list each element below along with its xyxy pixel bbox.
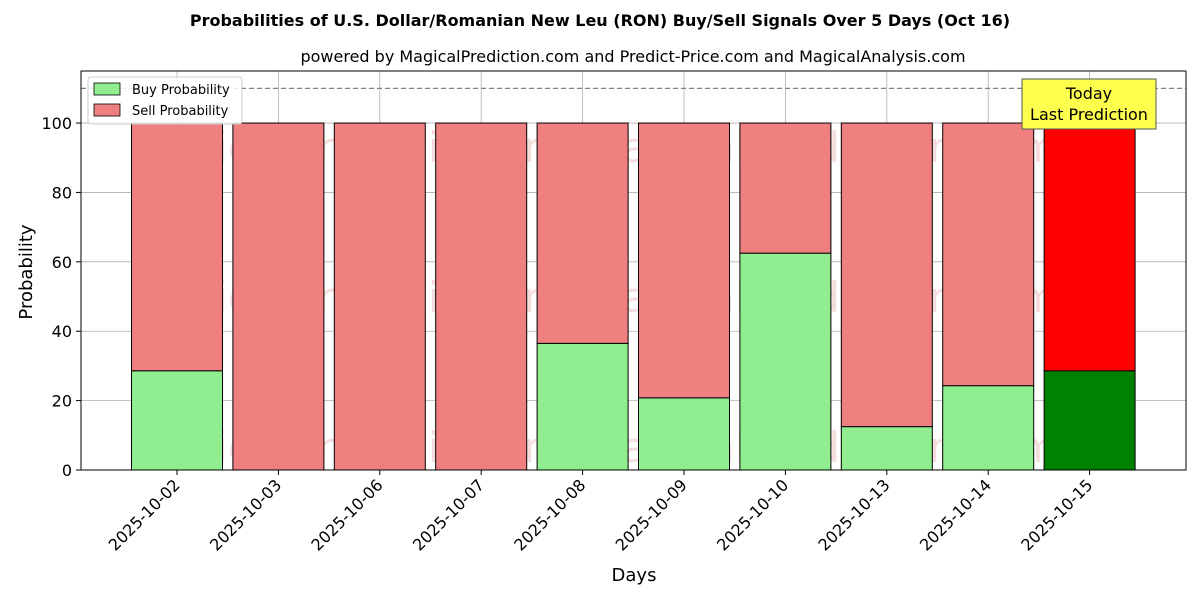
legend-box [87,76,243,125]
y-axis-ticks: 0 20 40 60 80 100 [41,114,81,480]
x-tick-label: 2025-10-13 [814,475,893,554]
y-axis-label: Probability [16,224,37,319]
legend-swatch-buy [93,82,121,96]
y-tick-label: 80 [52,183,72,202]
y-tick-label: 100 [41,114,72,133]
x-tick-label: 2025-10-02 [105,475,184,554]
x-tick-label: 2025-10-09 [612,475,691,554]
bar-sell-2025-10-14 [942,122,1035,387]
bar-sell-2025-10-09 [638,122,730,399]
x-axis-ticks: 2025-10-02 2025-10-03 2025-10-06 2025-10-07… [105,470,1096,555]
bar-buy-2025-10-13 [840,426,933,471]
today-annotation: Today Last Prediction [1021,78,1157,130]
y-tick-label: 40 [52,322,72,341]
x-tick-label: 2025-10-10 [713,475,792,554]
bar-buy-2025-10-08 [536,342,629,471]
bar-sell-2025-10-13 [840,122,933,428]
annotation-line-1: Today [1065,84,1112,103]
legend-swatch-sell [93,103,121,117]
x-tick-label: 2025-10-03 [206,475,285,554]
bar-buy-2025-10-02 [131,370,223,471]
y-tick-label: 0 [62,461,72,480]
plot-frame [80,70,1187,471]
bars [131,122,1136,471]
y-tick-label: 60 [52,253,72,272]
legend: Buy Probability Sell Probability [87,76,243,125]
legend-label-buy: Buy Probability [132,83,230,98]
bar-sell-2025-10-08 [536,122,629,344]
bar-buy-2025-10-15 [1043,370,1136,471]
bar-sell-2025-10-10 [739,122,832,254]
bar-sell-2025-10-03 [232,122,325,471]
bar-buy-2025-10-14 [942,385,1035,471]
x-tick-label: 2025-10-15 [1017,475,1096,554]
x-tick-label: 2025-10-14 [916,475,995,554]
annotation-line-2: Last Prediction [1030,105,1148,124]
legend-label-sell: Sell Probability [132,104,229,119]
y-tick-label: 20 [52,392,72,411]
x-tick-label: 2025-10-08 [510,475,589,554]
x-axis-label: Days [612,565,657,586]
bar-sell-2025-10-06 [333,122,426,471]
chart-title: Probabilities of U.S. Dollar/Romanian Ne… [190,11,1010,30]
bar-sell-2025-10-07 [435,122,528,471]
chart-subtitle: powered by MagicalPrediction.com and Pre… [300,47,965,66]
bar-buy-2025-10-09 [638,397,730,471]
bar-buy-2025-10-10 [739,252,832,471]
x-tick-label: 2025-10-06 [307,475,386,554]
x-tick-label: 2025-10-07 [409,475,488,554]
bar-sell-2025-10-02 [131,122,223,372]
bar-sell-2025-10-15 [1043,122,1136,372]
annotation-box [1021,78,1157,130]
